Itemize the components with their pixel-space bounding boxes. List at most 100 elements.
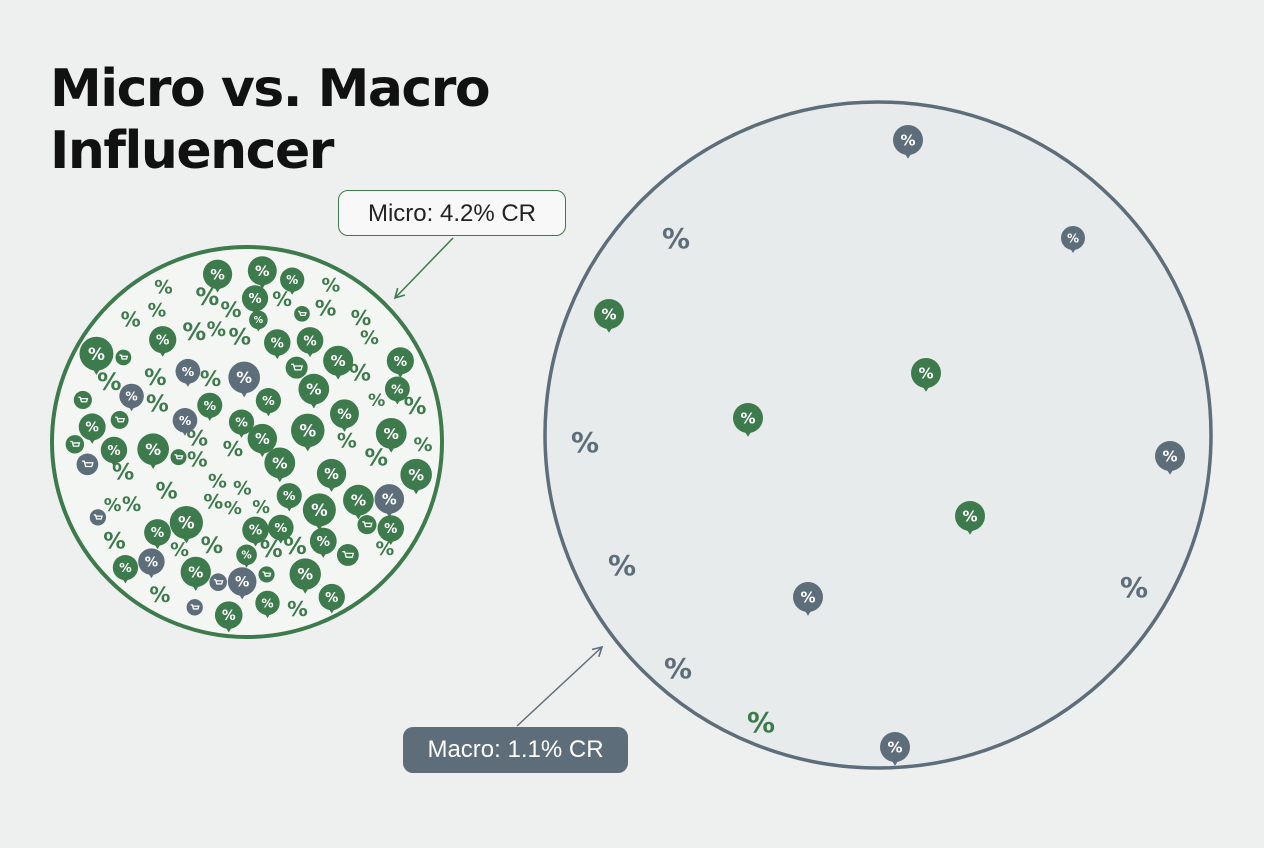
micro-callout-arrow [393, 237, 454, 300]
svg-text:%: % [408, 465, 424, 484]
macro-callout-label: Macro: 1.1% CR [403, 727, 628, 773]
svg-text:%: % [235, 415, 248, 430]
percent-sign-icon: % [349, 362, 371, 387]
svg-text:%: % [261, 596, 273, 610]
percent-sign-icon: % [146, 392, 169, 418]
percent-badge-icon: % [137, 433, 169, 469]
percent-badge-icon: % [78, 413, 106, 444]
svg-text:%: % [286, 273, 298, 287]
cart-icon [336, 544, 359, 566]
svg-text:%: % [303, 334, 316, 349]
svg-text:%: % [274, 521, 287, 536]
percent-badge-icon: % [228, 361, 261, 398]
svg-text:%: % [351, 492, 366, 510]
micro-callout-label: Micro: 4.2% CR [338, 190, 566, 236]
percent-badge-icon: % [247, 256, 277, 289]
percent-sign-icon: % [747, 706, 775, 739]
svg-text:%: % [236, 368, 252, 387]
percent-badge-icon: % [197, 392, 223, 421]
macro-callout-arrow [516, 645, 604, 727]
svg-text:%: % [145, 440, 161, 459]
percent-badge-icon: % [1155, 441, 1185, 475]
percent-badge-icon: % [236, 544, 257, 568]
svg-text:%: % [311, 501, 328, 520]
percent-sign-icon: % [376, 539, 395, 560]
cart-icon [73, 390, 92, 410]
svg-text:%: % [740, 409, 755, 427]
cart-icon [115, 349, 132, 366]
percent-badge-icon: % [227, 567, 257, 600]
percent-sign-icon: % [223, 437, 244, 461]
svg-text:%: % [156, 333, 170, 349]
percent-sign-icon: % [170, 539, 189, 561]
percent-sign-icon: % [360, 327, 379, 349]
percent-badge-icon: % [276, 483, 302, 512]
percent-sign-icon: % [228, 325, 251, 351]
svg-text:%: % [145, 555, 158, 570]
percent-badge-icon: % [316, 458, 347, 492]
cart-icon [76, 453, 99, 476]
percent-sign-icon: % [662, 222, 690, 255]
svg-text:%: % [235, 575, 249, 591]
svg-text:%: % [1067, 231, 1079, 245]
percent-sign-icon: % [149, 583, 170, 607]
svg-text:%: % [182, 364, 195, 379]
percent-sign-icon: % [664, 652, 692, 685]
percent-badge-icon: % [955, 501, 985, 535]
svg-text:%: % [178, 514, 195, 533]
percent-sign-icon: % [186, 427, 208, 452]
svg-text:%: % [900, 131, 915, 149]
percent-badge-icon: % [79, 336, 114, 375]
svg-text:%: % [179, 414, 191, 428]
svg-text:%: % [391, 381, 404, 396]
svg-text:%: % [800, 588, 815, 606]
percent-sign-icon: % [156, 478, 178, 504]
cart-icon [186, 599, 203, 616]
svg-text:%: % [384, 522, 397, 537]
svg-text:%: % [119, 560, 132, 575]
percent-badge-icon: % [893, 125, 923, 159]
svg-text:%: % [887, 738, 902, 756]
svg-text:%: % [222, 608, 236, 624]
percent-badge-icon: % [242, 516, 269, 547]
percent-badge-icon: % [228, 409, 255, 438]
percent-sign-icon: % [144, 365, 166, 391]
percent-badge-icon: % [329, 399, 359, 432]
percent-sign-icon: % [207, 318, 226, 341]
percent-badge-icon: % [880, 732, 910, 766]
percent-sign-icon: % [252, 498, 270, 518]
percent-sign-icon: % [121, 308, 141, 332]
percent-badge-icon: % [733, 403, 763, 437]
percent-sign-icon: % [321, 275, 340, 296]
svg-text:%: % [85, 420, 99, 436]
percent-sign-icon: % [103, 529, 126, 555]
percent-sign-icon: % [104, 496, 122, 516]
svg-text:%: % [1162, 447, 1177, 465]
percent-badge-icon: % [100, 436, 128, 467]
svg-text:%: % [188, 563, 203, 581]
percent-sign-icon: % [196, 283, 220, 311]
percent-sign-icon: % [413, 434, 432, 456]
svg-text:%: % [125, 389, 137, 403]
percent-sign-icon: % [368, 391, 385, 411]
percent-badge-icon: % [323, 345, 354, 380]
percent-sign-icon: % [365, 443, 389, 471]
percent-badge-icon: % [172, 408, 198, 436]
svg-text:%: % [151, 526, 164, 541]
percent-badge-icon: % [119, 383, 144, 412]
percent-badge-icon: % [202, 259, 233, 293]
percent-sign-icon: % [182, 318, 206, 346]
percent-badge-icon: % [175, 358, 201, 387]
percent-badge-icon: % [309, 527, 337, 558]
svg-text:%: % [918, 364, 933, 382]
percent-badge-icon: % [1061, 226, 1085, 253]
percent-sign-icon: % [608, 549, 636, 582]
svg-text:%: % [306, 381, 321, 399]
percent-badge-icon: % [375, 417, 407, 453]
svg-text:%: % [272, 454, 287, 472]
svg-text:%: % [210, 266, 225, 283]
cart-icon [209, 573, 227, 591]
title-line-2: Influencer [50, 121, 334, 181]
cart-icon [89, 509, 107, 526]
percent-badge-icon: % [374, 484, 405, 518]
